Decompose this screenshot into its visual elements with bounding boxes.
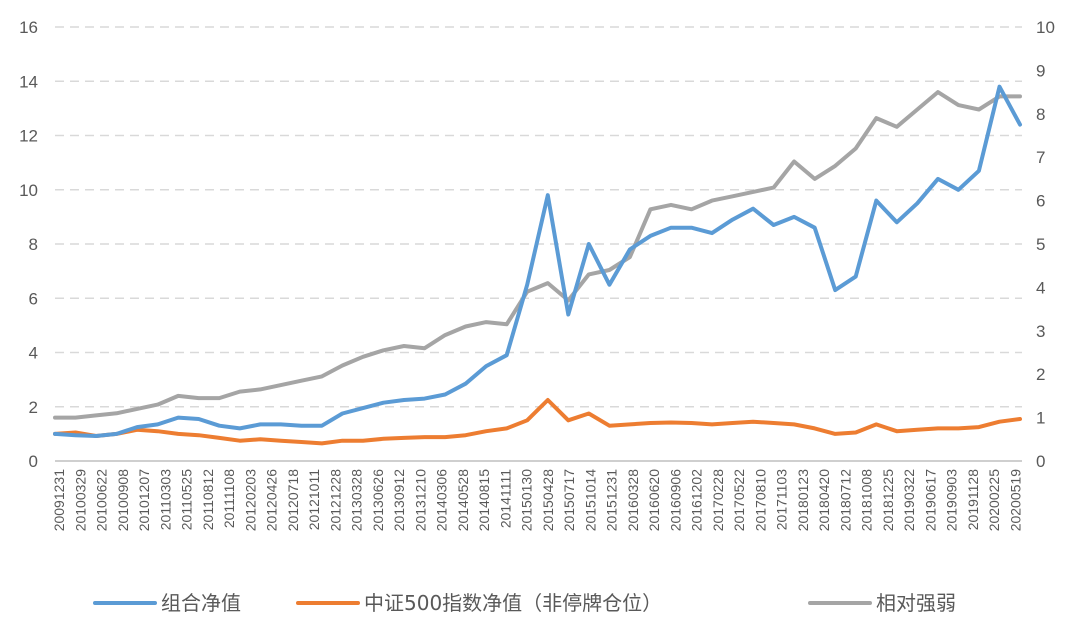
- left-tick-label: 0: [29, 452, 38, 471]
- right-tick-label: 8: [1036, 105, 1045, 124]
- left-tick-label: 12: [19, 127, 38, 146]
- x-tick-label: 20150130: [519, 469, 535, 532]
- x-tick-label: 20140815: [476, 469, 492, 532]
- x-tick-label: 20151231: [604, 469, 620, 532]
- x-tick-label: 20200225: [986, 469, 1002, 532]
- x-tick-label: 20180712: [837, 469, 853, 532]
- right-tick-label: 9: [1036, 61, 1045, 80]
- x-tick-label: 20180420: [816, 469, 832, 532]
- gridlines: [55, 26, 1022, 408]
- x-tick-label: 20150717: [561, 469, 577, 532]
- x-tick-label: 20120426: [264, 469, 280, 532]
- x-tick-label: 20130328: [349, 469, 365, 532]
- x-tick-label: 20181225: [880, 469, 896, 532]
- legend-label-0: 组合净值: [161, 591, 241, 615]
- x-tick-label: 20130912: [391, 469, 407, 532]
- x-tick-label: 20130626: [370, 469, 386, 532]
- legend-label-1: 中证500指数净值（非停牌仓位）: [364, 591, 662, 615]
- x-tick-label: 20100908: [115, 469, 131, 532]
- series-line-2: [53, 90, 1022, 420]
- series-line-1: [53, 398, 1022, 446]
- left-tick-label: 8: [29, 235, 38, 254]
- right-tick-label: 1: [1036, 409, 1045, 428]
- x-tick-label: 20110525: [179, 469, 195, 530]
- x-tick-label: 20190617: [922, 469, 938, 532]
- x-axis-ticks: 20091231 20100329 20100622 20100908 20101207…: [51, 469, 1023, 532]
- x-tick-label: 20160906: [667, 469, 683, 532]
- x-tick-label: 20140306: [434, 469, 450, 532]
- x-tick-label: 20100622: [94, 469, 110, 532]
- x-tick-label: 20120718: [285, 469, 301, 532]
- left-tick-label: 14: [19, 72, 38, 91]
- left-tick-label: 6: [29, 289, 38, 308]
- series-layer: [53, 84, 1022, 446]
- right-tick-label: 5: [1036, 235, 1045, 254]
- x-tick-label: 20170228: [710, 469, 726, 532]
- left-axis-ticks: 0 2 4 6 8 10 12 14 16: [19, 18, 38, 471]
- x-tick-label: 20150428: [540, 469, 556, 532]
- right-tick-label: 2: [1036, 365, 1045, 384]
- x-tick-label: 20141111: [497, 469, 513, 528]
- right-axis-ticks: 0 1 2 3 4 5 6 7 8 9 10: [1036, 18, 1055, 471]
- x-tick-label: 20111108: [221, 469, 237, 528]
- left-tick-label: 2: [29, 398, 38, 417]
- x-tick-label: 20160620: [646, 469, 662, 532]
- x-tick-label: 20170810: [752, 469, 768, 532]
- x-tick-label: 20121228: [327, 469, 343, 532]
- left-tick-label: 4: [29, 344, 38, 363]
- x-tick-label: 20120203: [242, 469, 258, 532]
- series-line-0: [53, 84, 1022, 438]
- x-tick-label: 20190322: [901, 469, 917, 532]
- x-tick-label: 20191128: [965, 469, 981, 530]
- right-tick-label: 0: [1036, 452, 1045, 471]
- x-tick-label: 20180123: [795, 469, 811, 532]
- x-tick-label: 20170522: [731, 469, 747, 532]
- left-tick-label: 16: [19, 18, 38, 37]
- x-tick-label: 20101207: [136, 469, 152, 532]
- x-tick-label: 20160328: [625, 469, 641, 532]
- right-tick-label: 7: [1036, 148, 1045, 167]
- x-tick-label: 20200519: [1007, 469, 1023, 532]
- x-tick-label: 20110812: [200, 469, 216, 530]
- legend: 组合净值 中证500指数净值（非停牌仓位） 相对强弱: [93, 591, 956, 615]
- legend-label-2: 相对强弱: [876, 591, 956, 615]
- left-tick-label: 10: [19, 181, 38, 200]
- right-tick-label: 3: [1036, 322, 1045, 341]
- x-tick-label: 20100329: [72, 469, 88, 532]
- x-tick-label: 20161202: [689, 469, 705, 532]
- right-tick-label: 6: [1036, 192, 1045, 211]
- right-tick-label: 10: [1036, 18, 1055, 37]
- right-tick-label: 4: [1036, 278, 1045, 297]
- x-tick-label: 20181008: [859, 469, 875, 532]
- x-tick-label: 20140528: [455, 469, 471, 532]
- x-tick-label: 20171103: [774, 469, 790, 530]
- x-tick-label: 20110303: [157, 469, 173, 530]
- x-tick-label: 20190903: [944, 469, 960, 532]
- x-tick-label: 20131210: [412, 469, 428, 532]
- x-tick-label: 20121011: [306, 469, 322, 530]
- x-tick-label: 20151014: [582, 469, 598, 532]
- x-tick-label: 20091231: [51, 469, 67, 532]
